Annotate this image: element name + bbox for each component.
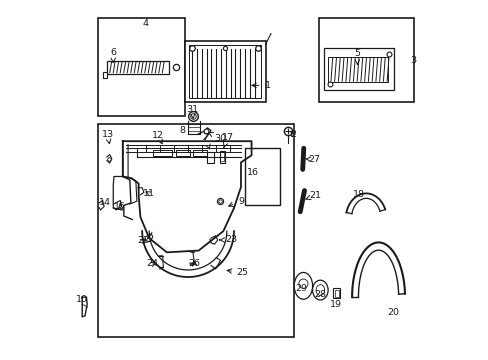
Text: 13: 13 [102, 130, 113, 144]
Text: 18: 18 [352, 190, 365, 199]
Bar [184, 41, 265, 102]
Bar [193, 150, 207, 156]
Text: 31: 31 [186, 105, 198, 118]
Text: 14: 14 [99, 198, 111, 207]
Bar [107, 61, 168, 74]
Text: 25: 25 [227, 268, 248, 277]
Text: 28: 28 [314, 290, 326, 299]
Text: 15: 15 [114, 202, 126, 211]
Text: 29: 29 [294, 284, 306, 293]
Text: 20: 20 [386, 308, 399, 317]
Ellipse shape [312, 280, 327, 300]
Text: 30: 30 [208, 132, 225, 143]
Text: 17: 17 [221, 133, 233, 148]
Bar [188, 45, 261, 98]
Bar [333, 288, 340, 298]
Bar [327, 57, 387, 82]
Text: 11: 11 [143, 189, 155, 198]
Bar [207, 153, 213, 163]
Bar [175, 150, 189, 156]
Text: 10: 10 [76, 296, 88, 305]
Text: 22: 22 [137, 236, 148, 245]
Text: 3: 3 [409, 55, 415, 64]
Text: 7: 7 [203, 133, 210, 149]
Text: 4: 4 [142, 18, 148, 27]
Bar [323, 48, 394, 90]
Bar [318, 18, 413, 102]
Bar [98, 123, 293, 337]
Text: 26: 26 [188, 260, 200, 269]
Text: 6: 6 [110, 48, 116, 63]
Text: 19: 19 [329, 300, 342, 309]
Bar [98, 18, 184, 117]
Ellipse shape [298, 279, 307, 288]
Ellipse shape [294, 273, 312, 299]
Text: 16: 16 [246, 168, 258, 177]
Text: 5: 5 [354, 49, 360, 64]
Bar [244, 148, 279, 205]
Text: 21: 21 [305, 192, 321, 201]
Bar [334, 290, 338, 297]
Bar [152, 150, 172, 156]
Text: 2: 2 [289, 130, 296, 139]
Text: 9: 9 [228, 197, 244, 207]
Text: 1: 1 [251, 81, 270, 90]
Text: 23: 23 [219, 235, 237, 244]
Text: 8: 8 [179, 126, 184, 135]
Text: 24: 24 [146, 260, 159, 269]
Bar [102, 72, 107, 78]
Bar [219, 151, 224, 163]
Text: 27: 27 [305, 155, 320, 164]
Text: 12: 12 [152, 131, 164, 144]
